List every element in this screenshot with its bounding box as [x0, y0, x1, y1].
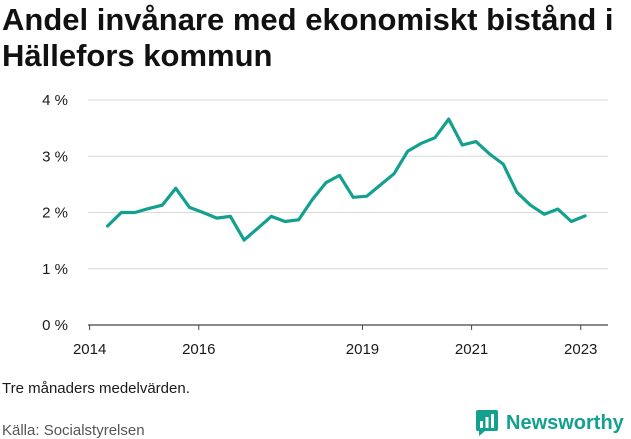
data-point	[433, 136, 437, 140]
data-point	[201, 211, 205, 214]
source-label: Källa: Socialstyrelsen	[2, 422, 145, 439]
x-axis: 2014 2016 2019 2021 2023	[73, 325, 597, 358]
data-point	[583, 214, 587, 218]
data-point	[419, 141, 423, 145]
data-point	[256, 226, 260, 230]
data-point	[174, 186, 178, 190]
newsworthy-chart-icon	[476, 410, 498, 436]
data-point	[147, 207, 150, 210]
data-point	[283, 220, 287, 223]
x-tick-label: 2021	[455, 341, 488, 358]
y-tick-label: 3 %	[42, 148, 68, 165]
data-point	[119, 211, 123, 214]
newsworthy-logo: Newsworthy	[475, 408, 624, 438]
data-point	[297, 218, 301, 222]
data-point	[406, 149, 410, 153]
series-line-group	[106, 117, 587, 242]
data-point	[365, 194, 369, 198]
data-point	[242, 238, 246, 242]
data-point	[351, 195, 355, 199]
y-tick-label: 4 %	[42, 92, 68, 109]
gridlines	[88, 99, 608, 326]
data-point	[324, 181, 328, 185]
y-tick-label: 0 %	[42, 317, 68, 334]
line-chart: 0 % 1 % 2 % 3 % 4 % 2014 2016 2019 2021 2023	[42, 92, 608, 358]
chart-note: Tre månaders medelvärden.	[2, 380, 190, 397]
data-point	[310, 198, 314, 201]
data-point	[338, 173, 341, 177]
data-point	[215, 216, 219, 220]
y-tick-label: 2 %	[42, 205, 68, 222]
y-tick-label: 1 %	[42, 261, 68, 278]
x-tick-label: 2016	[182, 341, 215, 358]
y-axis-tick-labels: 0 % 1 % 2 % 3 % 4 %	[42, 92, 68, 334]
chart-title: Andel invånare med ekonomiskt bistånd i …	[2, 2, 614, 73]
series-line	[106, 117, 587, 242]
data-point	[106, 224, 110, 228]
data-point	[542, 212, 546, 216]
data-point	[392, 172, 396, 176]
data-point	[501, 162, 505, 166]
data-point	[570, 220, 573, 223]
data-point	[269, 215, 273, 218]
data-point	[515, 190, 519, 194]
x-tick-label: 2019	[346, 341, 379, 358]
data-point	[160, 203, 164, 207]
data-point	[133, 211, 137, 214]
x-tick-label: 2023	[564, 341, 597, 358]
data-point	[556, 207, 560, 211]
data-point	[188, 206, 191, 209]
data-point	[474, 140, 478, 144]
x-tick-label: 2014	[73, 341, 106, 358]
data-point	[529, 203, 532, 207]
data-point	[447, 117, 451, 121]
data-point	[379, 183, 382, 187]
brand-name: Newsworthy	[506, 411, 624, 434]
data-point	[488, 152, 491, 156]
data-point	[460, 143, 464, 147]
data-point	[229, 215, 232, 218]
